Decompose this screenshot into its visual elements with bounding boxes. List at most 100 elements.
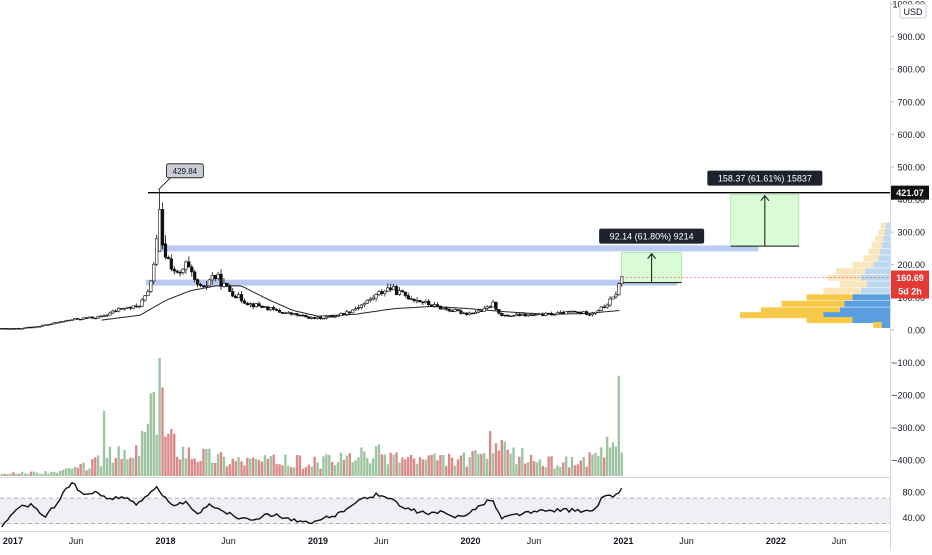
candle[interactable] [444, 306, 448, 311]
candle[interactable] [172, 265, 176, 275]
candle[interactable] [579, 311, 583, 315]
candle[interactable] [96, 315, 100, 319]
candle[interactable] [324, 315, 328, 320]
candle[interactable] [529, 313, 533, 316]
candle[interactable] [286, 310, 290, 314]
candle[interactable] [263, 305, 267, 309]
candle[interactable] [432, 301, 437, 308]
candle[interactable] [611, 296, 615, 300]
candle[interactable] [260, 305, 264, 309]
resistance-zone[interactable] [160, 245, 759, 252]
candle[interactable] [415, 297, 419, 304]
candle[interactable] [117, 307, 121, 313]
candle[interactable] [456, 309, 460, 312]
candle[interactable] [506, 314, 510, 317]
candle[interactable] [26, 326, 30, 329]
candle[interactable] [459, 308, 463, 315]
candle[interactable] [79, 318, 83, 321]
candle[interactable] [149, 279, 153, 294]
candle[interactable] [365, 299, 369, 305]
candle[interactable] [122, 307, 127, 311]
candle[interactable] [231, 287, 235, 298]
candle[interactable] [476, 309, 481, 313]
candle[interactable] [201, 285, 206, 288]
candle[interactable] [351, 309, 355, 314]
candle[interactable] [242, 298, 247, 305]
candle[interactable] [389, 283, 393, 292]
candle[interactable] [41, 324, 45, 327]
candle[interactable] [327, 315, 331, 319]
candle[interactable] [213, 274, 217, 282]
candle[interactable] [280, 312, 285, 314]
candle[interactable] [500, 312, 504, 317]
candle[interactable] [558, 310, 562, 315]
candle[interactable] [339, 312, 343, 317]
candle[interactable] [257, 301, 261, 307]
candle[interactable] [602, 304, 606, 309]
candle[interactable] [403, 291, 407, 298]
candle[interactable] [181, 267, 185, 275]
candle[interactable] [555, 311, 559, 315]
candle[interactable] [573, 310, 577, 313]
candle[interactable] [76, 317, 80, 320]
candle[interactable] [58, 321, 62, 324]
candle[interactable] [20, 328, 24, 330]
candle[interactable] [298, 313, 302, 317]
candle[interactable] [32, 326, 36, 329]
candle[interactable] [596, 309, 600, 313]
candle[interactable] [234, 294, 238, 299]
candle[interactable] [412, 298, 416, 303]
candle[interactable] [400, 289, 404, 293]
candle[interactable] [544, 312, 548, 317]
candle[interactable] [380, 288, 384, 297]
candle[interactable] [488, 304, 492, 308]
candle[interactable] [608, 296, 612, 307]
candle[interactable] [35, 325, 39, 328]
candle[interactable] [479, 309, 483, 312]
candle[interactable] [248, 302, 252, 308]
candle[interactable] [409, 296, 413, 300]
candle[interactable] [359, 303, 364, 310]
candle[interactable] [295, 313, 299, 317]
candle[interactable] [532, 314, 536, 317]
candle[interactable] [465, 312, 469, 317]
candle[interactable] [198, 282, 203, 288]
candle[interactable] [345, 309, 349, 316]
peak-price-callout[interactable]: 429.84 [158, 163, 204, 191]
candle[interactable] [99, 314, 103, 318]
candle[interactable] [427, 298, 431, 308]
candle[interactable] [421, 301, 425, 306]
candle[interactable] [593, 311, 598, 315]
candle[interactable] [73, 318, 77, 321]
candle[interactable] [184, 260, 188, 274]
candle[interactable] [166, 255, 170, 260]
candle[interactable] [599, 306, 603, 312]
candle[interactable] [330, 314, 334, 318]
candle[interactable] [254, 302, 258, 308]
candle[interactable] [61, 320, 65, 323]
candle[interactable] [178, 270, 182, 277]
candle[interactable] [160, 202, 165, 250]
candle[interactable] [587, 313, 592, 317]
candle[interactable] [576, 311, 580, 314]
candle[interactable] [462, 311, 466, 315]
candle[interactable] [81, 317, 86, 320]
candle[interactable] [134, 303, 138, 308]
candle[interactable] [93, 317, 97, 320]
candle[interactable] [29, 326, 33, 329]
candle[interactable] [272, 305, 276, 311]
candle[interactable] [485, 305, 489, 310]
candle[interactable] [406, 292, 410, 301]
candle[interactable] [108, 311, 112, 316]
candle[interactable] [152, 261, 156, 285]
candle[interactable] [289, 312, 293, 316]
candle[interactable] [526, 314, 530, 318]
candle[interactable] [482, 305, 486, 312]
candle[interactable] [169, 254, 173, 272]
candle[interactable] [617, 282, 621, 296]
candle[interactable] [538, 312, 542, 315]
candle[interactable] [266, 306, 270, 312]
candle[interactable] [494, 301, 498, 312]
candle[interactable] [283, 311, 287, 315]
